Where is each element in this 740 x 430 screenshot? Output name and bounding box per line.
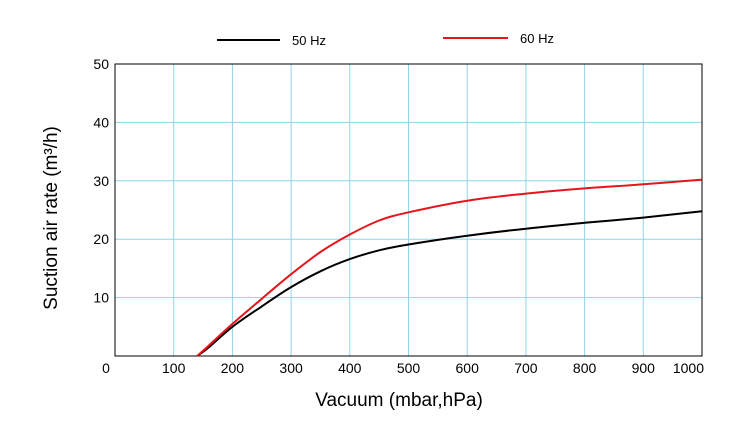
x-tick-label: 1000 (673, 360, 704, 376)
y-axis-title: Suction air rate (m³/h) (41, 126, 62, 310)
x-tick-label: 600 (456, 360, 480, 376)
x-tick-label: 100 (162, 360, 186, 376)
plot-area-frame (114, 63, 703, 357)
legend: 50 Hz 60 Hz (217, 31, 554, 48)
x-tick-label: 800 (573, 360, 597, 376)
x-axis-title: Vacuum (mbar,hPa) (315, 390, 483, 411)
y-tick-label: 30 (93, 173, 109, 189)
y-tick-label: 50 (93, 56, 109, 72)
x-tick-label: 200 (221, 360, 245, 376)
x-tick-label: 0 (102, 360, 110, 376)
series-lines (196, 178, 703, 357)
y-tick-labels: 10 20 30 40 50 (93, 56, 109, 306)
x-tick-label: 300 (279, 360, 303, 376)
series-line-60hz (196, 178, 703, 357)
y-tick-label: 20 (93, 231, 109, 247)
series-line-50hz (196, 210, 703, 357)
grid (115, 64, 702, 356)
legend-label-50hz: 50 Hz (292, 33, 326, 48)
x-tick-label: 700 (514, 360, 538, 376)
x-tick-label: 500 (397, 360, 421, 376)
y-tick-label: 40 (93, 114, 109, 130)
x-tick-labels: 0 100 200 300 400 500 600 700 800 900 1000 (102, 360, 704, 376)
legend-label-60hz: 60 Hz (520, 31, 554, 46)
x-tick-label: 400 (338, 360, 362, 376)
y-tick-label: 10 (93, 290, 109, 306)
x-tick-label: 900 (632, 360, 656, 376)
